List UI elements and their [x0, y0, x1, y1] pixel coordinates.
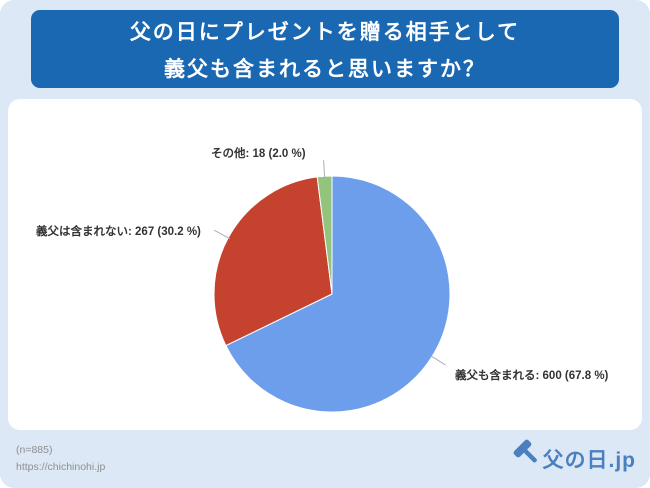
callout-line-other — [323, 160, 326, 179]
survey-title-banner: 父の日にプレゼントを贈る相手として 義父も含まれると思いますか？ — [31, 10, 619, 88]
logo-text: 父の日.jp — [542, 448, 636, 472]
pie-label-included: 義父も含まれる: 600 (67.8 %) — [455, 370, 609, 382]
pie-label-not-included: 義父は含まれない: 267 (30.2 %) — [36, 226, 201, 238]
footer: (n=885) https://chichinohi.jp — [16, 442, 105, 476]
pie-label-other: その他: 18 (2.0 %) — [211, 148, 306, 160]
sample-size-text: (n=885) — [16, 444, 53, 456]
survey-title-line2: 義父も含まれると思いますか？ — [164, 57, 486, 81]
callout-line-included — [430, 355, 446, 366]
callout-line-not-included — [213, 229, 231, 240]
chart-card: その他: 18 (2.0 %) 義父は含まれない: 267 (30.2 %) 義… — [8, 99, 642, 430]
pie-chart — [213, 160, 451, 413]
site-logo: 父の日.jp — [511, 438, 637, 474]
source-url: https://chichinohi.jp — [16, 461, 106, 473]
survey-title-line1: 父の日にプレゼントを贈る相手として — [129, 20, 521, 44]
hammer-icon — [511, 438, 541, 474]
